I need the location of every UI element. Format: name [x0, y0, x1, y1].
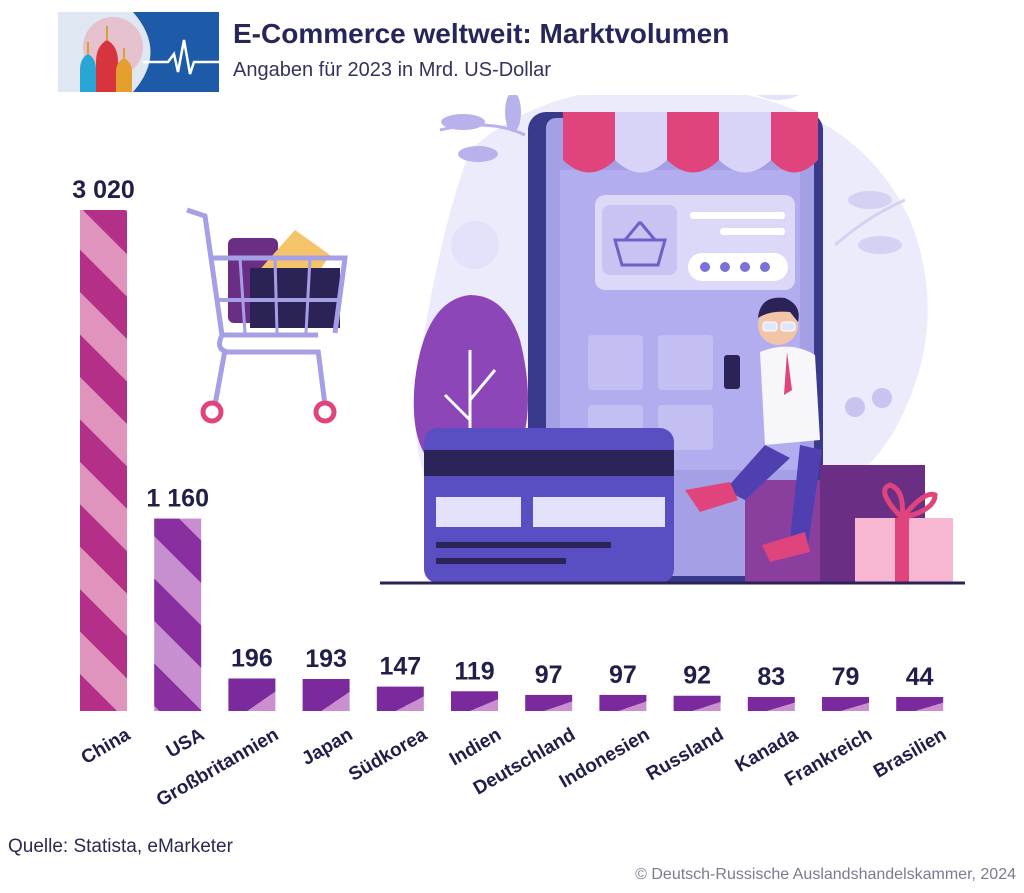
bar-deutschland [525, 694, 573, 711]
bar-russland [673, 695, 721, 711]
value-label: 97 [609, 661, 637, 689]
bar-großbritannien [228, 678, 276, 711]
category-label: Südkorea [345, 724, 431, 786]
value-label: 92 [683, 662, 711, 690]
shopper-person-icon [685, 297, 822, 562]
gift-box-icon [745, 465, 953, 582]
category-label: Indien [446, 724, 505, 770]
shopping-cart-icon [186, 207, 348, 424]
bar-indien [451, 691, 498, 711]
bar-brasilien [896, 697, 944, 711]
value-label: 97 [535, 661, 563, 689]
value-label: 83 [757, 663, 785, 691]
chart-subtitle: Angaben für 2023 in Mrd. US-Dollar [233, 59, 551, 81]
value-label: 3 020 [72, 176, 135, 204]
bar-japan [302, 678, 350, 711]
value-label: 79 [832, 663, 860, 691]
leaf-branch-icon [439, 95, 526, 162]
bar-usa [154, 518, 202, 711]
bar-südkorea [376, 686, 424, 711]
bar-indonesien [599, 694, 647, 711]
credit-card-icon [424, 428, 674, 583]
bar-frankreich [822, 697, 869, 711]
value-label: 44 [906, 663, 934, 691]
value-label: 119 [454, 657, 494, 685]
value-label: 196 [231, 644, 273, 672]
source-note: Quelle: Statista, eMarketer [8, 836, 233, 857]
category-label: Japan [298, 724, 356, 770]
chart-title: E-Commerce weltweit: Marktvolumen [233, 18, 730, 49]
logo-kremlin-icon [58, 12, 219, 92]
bar-kanada [747, 697, 795, 711]
ecommerce-illustration [186, 95, 965, 585]
value-label: 1 160 [146, 485, 209, 513]
bar-china [80, 210, 127, 711]
category-label: Brasilien [870, 724, 950, 782]
category-label: Großbritannien [153, 724, 282, 811]
category-label: China [78, 724, 135, 769]
category-label: USA [163, 724, 208, 762]
value-label: 147 [379, 653, 421, 681]
leaf-branch-right-icon [834, 191, 906, 254]
value-label: 193 [305, 645, 347, 673]
category-label: Russland [643, 724, 728, 785]
coins-icon [845, 388, 892, 417]
copyright-note: © Deutsch-Russische Auslandshandelskamme… [635, 866, 1016, 883]
